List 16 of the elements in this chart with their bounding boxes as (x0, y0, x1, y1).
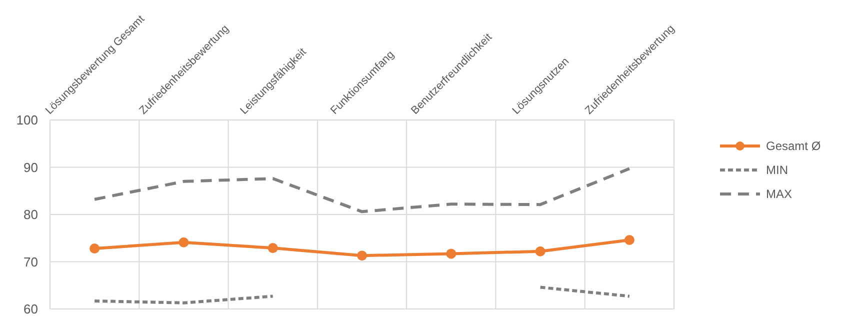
legend-label: Gesamt Ø (766, 139, 821, 154)
point (446, 248, 456, 259)
y-tick-label: 80 (24, 207, 38, 222)
line-series (93, 167, 631, 214)
point (624, 235, 634, 246)
point (357, 250, 367, 261)
y-tick-label: 100 (16, 112, 38, 128)
point (535, 246, 546, 256)
legend-label: MAX (766, 187, 792, 202)
point (178, 237, 189, 248)
legend-label: MIN (766, 163, 788, 178)
point (90, 244, 100, 254)
y-tick-label: 90 (24, 160, 38, 175)
point (268, 243, 278, 254)
y-tick-label: 70 (24, 254, 38, 270)
y-tick-label: 60 (24, 302, 38, 317)
